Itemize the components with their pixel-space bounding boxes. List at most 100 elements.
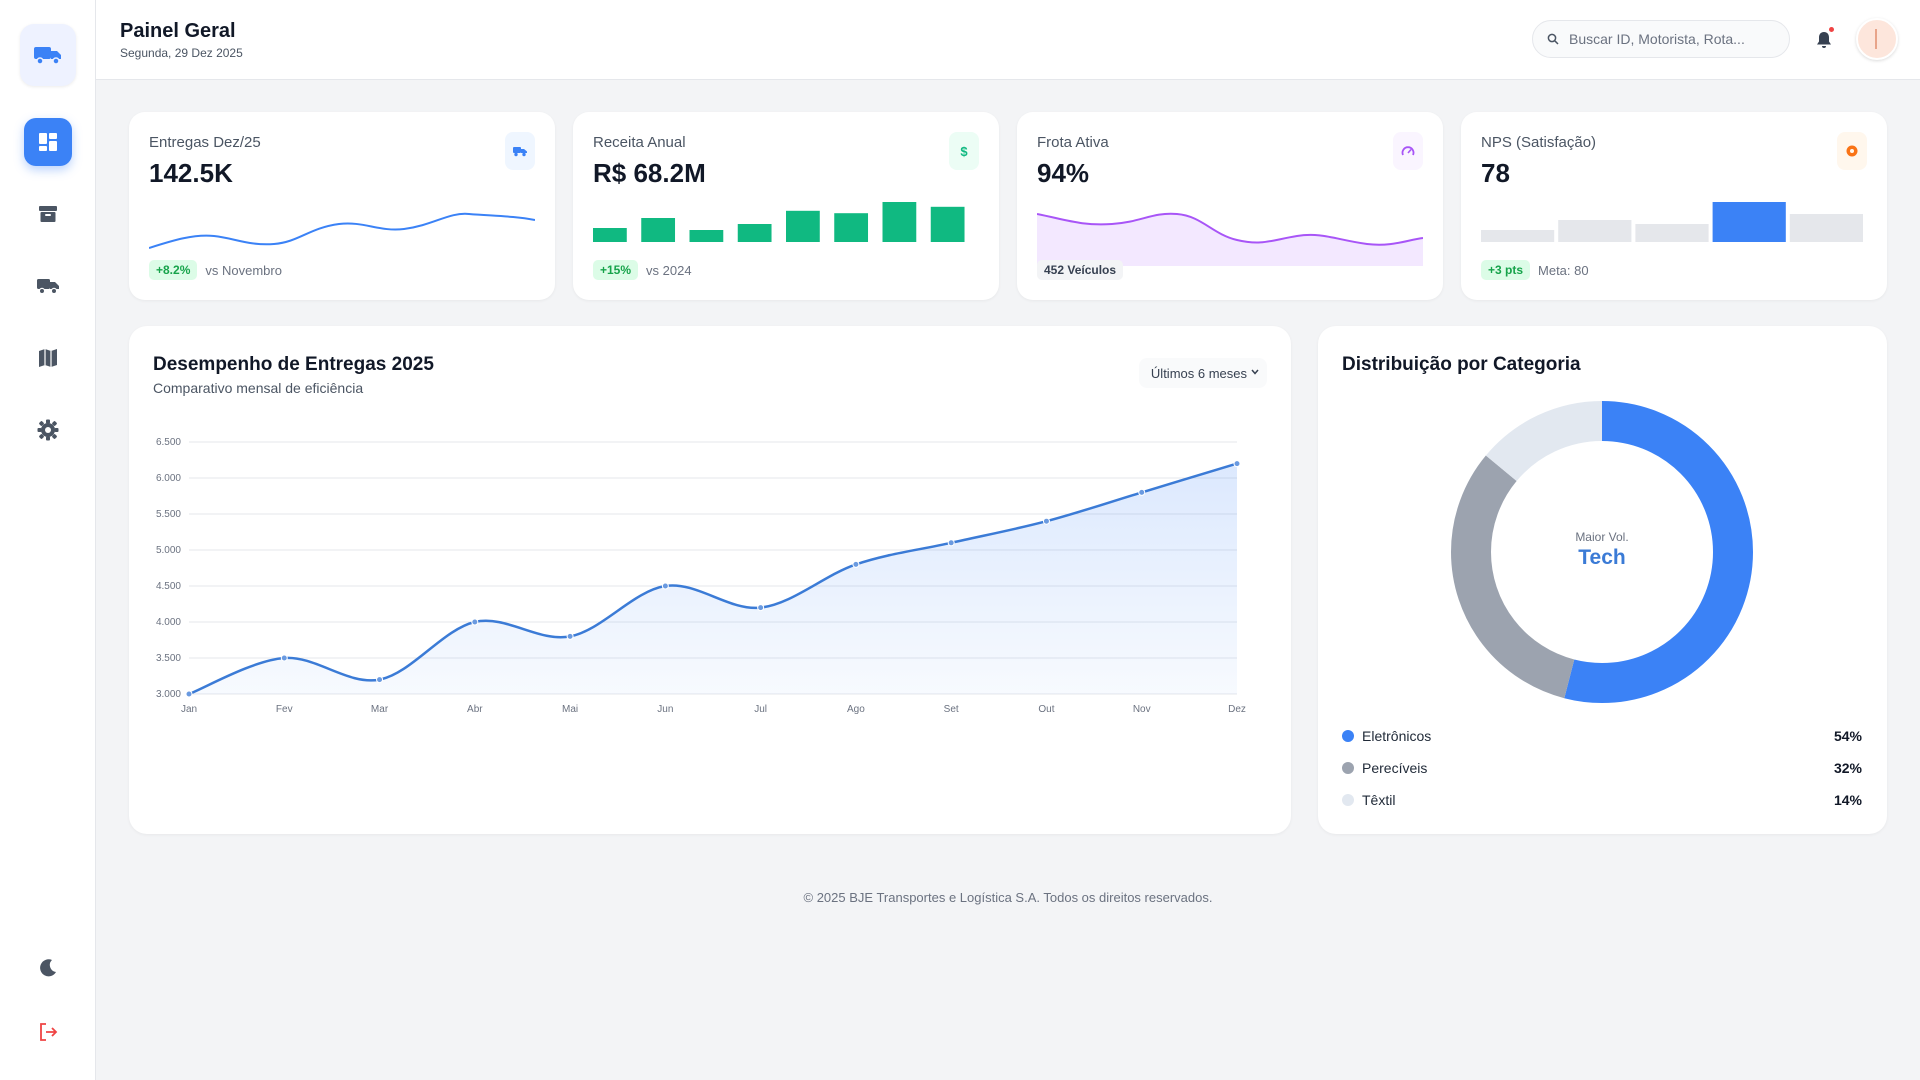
legend-percent: 54% [1833,728,1862,744]
bell-icon [1817,32,1831,48]
range-select[interactable]: Últimos 6 meses [1138,358,1267,388]
dollar-icon: $ [960,143,968,159]
header: Painel Geral Segunda, 29 Dez 2025 [96,0,1920,80]
nps-bar [1712,202,1786,242]
truck-icon [513,146,527,156]
sidebar [0,0,96,1080]
donut-center-label: Maior Vol. [1575,530,1629,544]
sidebar-item-settings[interactable] [24,406,72,454]
nps-bar-chart [1481,202,1863,242]
data-point [852,560,860,568]
kpi-trend-badge: +3 pts [1481,260,1531,280]
x-tick-label: Mai [562,704,578,715]
kpi-footer: 452 Veículos [1037,260,1131,280]
legend-item: Eletrônicos 54% [1342,726,1862,746]
chevron-down-icon [1251,369,1259,375]
revenue-bar [930,206,965,242]
kpi-label: Entregas Dez/25 [149,134,261,151]
sidebar-item-fleet[interactable] [24,262,72,310]
gauge-icon [1401,146,1415,156]
x-tick-label: Nov [1133,704,1151,715]
y-tick-label: 4.000 [156,617,181,628]
data-point [947,539,955,547]
dark-mode-toggle[interactable] [24,944,72,992]
nps-bar [1558,220,1632,242]
x-tick-label: Fev [276,704,293,715]
revenue-bar [834,213,869,242]
map-icon [39,349,57,367]
logout-icon [40,1023,58,1041]
kpi-label: Frota Ativa [1037,134,1109,151]
gear-icon [37,419,59,441]
x-tick-label: Mar [371,704,389,715]
footer: © 2025 BJE Transportes e Logística S.A. … [803,890,1213,905]
x-tick-label: Abr [467,704,483,715]
revenue-bar-chart [593,202,965,242]
y-tick-label: 4.500 [156,581,181,592]
donut-slice [1451,401,1753,703]
kpi-icon-box [505,132,535,170]
y-tick-label: 6.000 [156,473,181,484]
x-tick-label: Jul [754,704,767,715]
data-point [757,604,765,612]
avatar-icon [1875,29,1877,49]
kpi-fleet-badge: 452 Veículos [1037,260,1124,280]
donut-slice [1451,401,1753,703]
delivery-line-chart: 3.000 3.500 4.000 4.500 5.000 5.500 6.000 6.500… [156,437,1246,715]
legend-label: Têxtil [1362,792,1396,808]
user-avatar[interactable] [1856,18,1898,60]
kpi-compare-note: vs 2024 [646,262,692,278]
notification-dot [1829,27,1834,32]
page-title: Painel Geral [120,20,236,42]
search-box[interactable] [1532,20,1790,58]
notifications-button[interactable] [1808,24,1840,56]
logo[interactable] [20,24,76,86]
y-tick-label: 6.500 [156,437,181,448]
category-distribution-card: Distribuição por Categoria Maior Vol. Te… [1318,326,1887,834]
x-tick-label: Dez [1228,704,1246,715]
legend-percent: 14% [1833,792,1862,808]
sidebar-item-map[interactable] [24,334,72,382]
sidebar-item-dashboard[interactable] [24,118,72,166]
revenue-bar [641,218,676,242]
archive-icon [39,206,57,222]
revenue-bar [689,230,724,242]
revenue-bar [882,202,917,242]
data-point [185,690,193,698]
data-point [1042,517,1050,525]
x-tick-label: Jun [657,704,673,715]
x-tick-label: Out [1038,704,1054,715]
data-point [566,632,574,640]
x-tick-label: Jan [181,704,197,715]
legend-label: Perecíveis [1362,760,1428,776]
page-date: Segunda, 29 Dez 2025 [120,46,243,60]
kpi-value: 78 [1481,158,1510,188]
nps-bar [1481,230,1555,242]
logout-button[interactable] [24,1008,72,1056]
kpi-value: 142.5K [149,158,233,188]
truck-logo-icon [34,47,61,65]
data-point [280,654,288,662]
data-point [1233,460,1241,468]
kpi-icon-box [1393,132,1423,170]
kpi-trend-badge: +8.2% [149,260,198,280]
truck-icon [37,279,59,295]
kpi-icon-box [1837,132,1867,170]
search-input[interactable] [1569,31,1769,47]
legend-item: Perecíveis 32% [1342,758,1862,778]
kpi-card-nps: NPS (Satisfação) 78 +3 pts Meta: 80 [1461,112,1887,300]
line-area-fill [189,463,1237,694]
data-point [1138,488,1146,496]
chart-title: Desempenho de Entregas 2025 [153,354,434,375]
nps-bar [1635,224,1709,242]
legend-dot [1342,794,1354,806]
y-tick-label: 3.500 [156,653,181,664]
kpi-value: 94% [1037,158,1090,188]
chart-subtitle: Comparativo mensal de eficiência [153,380,364,396]
data-point [661,582,669,590]
sidebar-item-inventory[interactable] [24,190,72,238]
y-tick-label: 3.000 [156,689,181,700]
category-donut-chart [1451,401,1753,703]
kpi-icon-box: $ [949,132,979,170]
kpi-trend-badge: +15% [593,260,639,280]
